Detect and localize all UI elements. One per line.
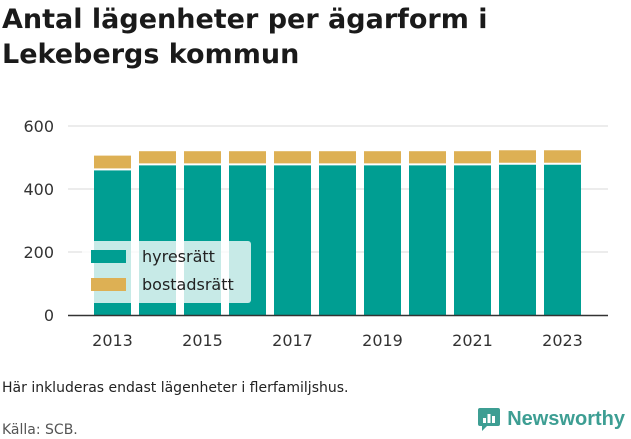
bar-hyresratt-2023: [544, 164, 581, 315]
bar-bostadsratt-2017: [274, 151, 311, 164]
y-tick-label: 600: [23, 117, 54, 136]
bar-bostadsratt-2021: [454, 151, 491, 164]
y-axis-ticks: 0 200 400 600: [23, 117, 54, 325]
x-tick-label: 2015: [182, 331, 223, 350]
legend-label-bostadsratt: bostadsrätt: [142, 275, 234, 294]
bar-bostadsratt-2022: [499, 150, 536, 163]
source-text: Källa: SCB.: [2, 422, 78, 438]
chart-title: Antal lägenheter per ägarform i Lekeberg…: [2, 4, 488, 70]
bar-series: [94, 150, 581, 315]
bar-bostadsratt-2015: [184, 151, 221, 164]
y-tick-label: 400: [23, 180, 54, 199]
newsworthy-logo-icon: [478, 408, 501, 431]
x-tick-label: 2019: [362, 331, 403, 350]
bar-hyresratt-2017: [274, 165, 311, 315]
bar-bostadsratt-2019: [364, 151, 401, 164]
bar-hyresratt-2020: [409, 165, 446, 315]
bar-hyresratt-2018: [319, 165, 356, 315]
legend-swatch-bostadsratt: [91, 278, 126, 291]
y-tick-label: 200: [23, 243, 54, 262]
x-tick-label: 2017: [272, 331, 313, 350]
x-axis-ticks: 2013 2015 2017 2019 2021 2023: [92, 331, 583, 350]
bar-bostadsratt-2023: [544, 150, 581, 163]
x-tick-label: 2013: [92, 331, 133, 350]
y-tick-label: 0: [44, 306, 54, 325]
bar-hyresratt-2022: [499, 164, 536, 315]
bar-bostadsratt-2018: [319, 151, 356, 164]
legend-label-hyresratt: hyresrätt: [142, 247, 215, 266]
bar-chart: 0 200 400 600 2013 2015 2017 2019 2021 2023 hyre…: [23, 117, 608, 350]
bar-bostadsratt-2020: [409, 151, 446, 164]
x-tick-label: 2023: [542, 331, 583, 350]
brand-logo[interactable]: Newsworthy: [477, 406, 625, 432]
brand-name: Newsworthy: [507, 407, 625, 430]
footnote: Här inkluderas endast lägenheter i flerf…: [2, 380, 349, 396]
legend-swatch-hyresratt: [91, 250, 126, 263]
bar-hyresratt-2019: [364, 165, 401, 315]
x-tick-label: 2021: [452, 331, 493, 350]
bar-bostadsratt-2014: [139, 151, 176, 164]
bar-bostadsratt-2013: [94, 155, 131, 169]
bar-bostadsratt-2016: [229, 151, 266, 164]
bar-hyresratt-2021: [454, 165, 491, 315]
legend: hyresrätt bostadsrätt: [82, 241, 251, 303]
